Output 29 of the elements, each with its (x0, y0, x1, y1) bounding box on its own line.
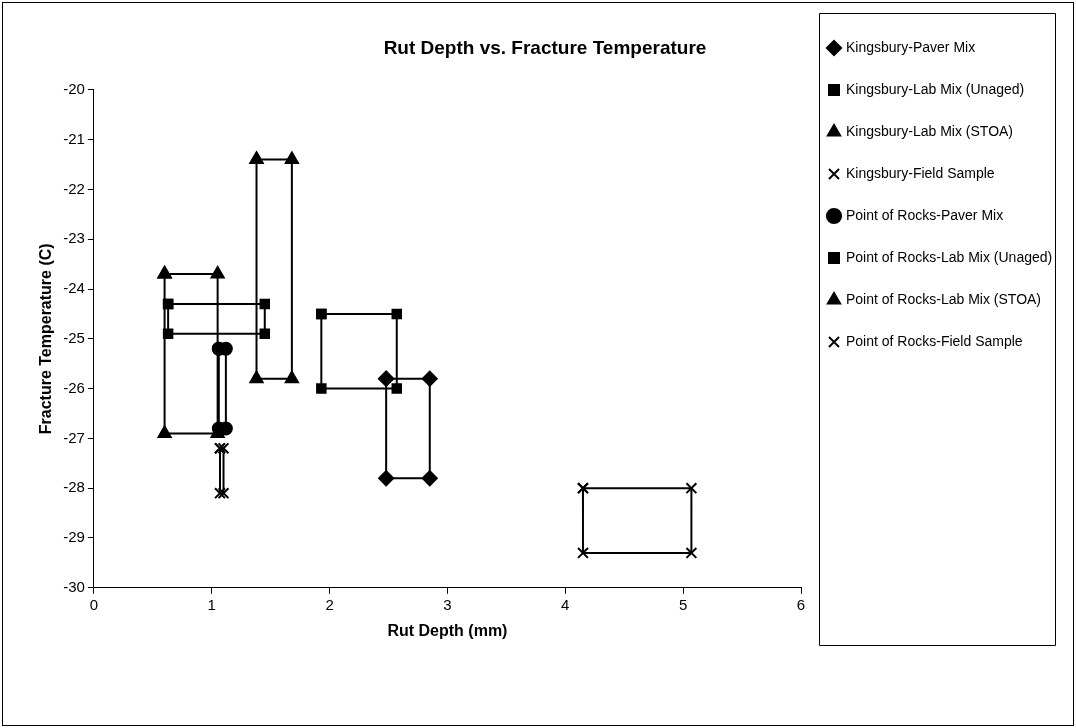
y-tick-label: -26 (63, 378, 85, 396)
legend-label: Kingsbury-Lab Mix (STOA) (846, 122, 1014, 139)
x-tick-label: 0 (89, 595, 99, 613)
y-tick-label: -23 (63, 229, 85, 247)
legend-label: Kingsbury-Lab Mix (Unaged) (846, 80, 1025, 97)
y-tick-label: -21 (63, 129, 85, 147)
x-tick-label: 3 (443, 595, 452, 613)
y-tick-label: -30 (63, 577, 85, 595)
x-tick-label: 4 (561, 595, 570, 613)
x-axis-title: Rut Depth (mm) (387, 621, 508, 639)
legend-label: Kingsbury-Paver Mix (846, 38, 976, 55)
y-tick-label: -25 (63, 328, 85, 346)
x-tick-label: 1 (207, 595, 216, 613)
legend-label: Point of Rocks-Lab Mix (Unaged) (846, 248, 1053, 265)
x-tick-label: 2 (325, 595, 334, 613)
y-tick-label: -29 (63, 528, 85, 546)
legend-label: Kingsbury-Field Sample (846, 164, 995, 181)
y-tick-label: -27 (63, 428, 85, 446)
y-axis-title: Fracture Temperature (C) (37, 243, 55, 435)
y-tick-label: -20 (63, 79, 85, 97)
legend-label: Point of Rocks-Lab Mix (STOA) (846, 290, 1042, 307)
x-tick-label: 5 (678, 595, 688, 613)
y-tick-label: -28 (63, 478, 85, 496)
chart-title: Rut Depth vs. Fracture Temperature (383, 36, 707, 58)
y-tick-label: -24 (63, 279, 85, 297)
legend-label: Point of Rocks-Paver Mix (846, 206, 1004, 223)
x-tick-label: 6 (796, 595, 806, 613)
y-tick-label: -22 (63, 179, 85, 197)
legend-label: Point of Rocks-Field Sample (846, 332, 1023, 349)
